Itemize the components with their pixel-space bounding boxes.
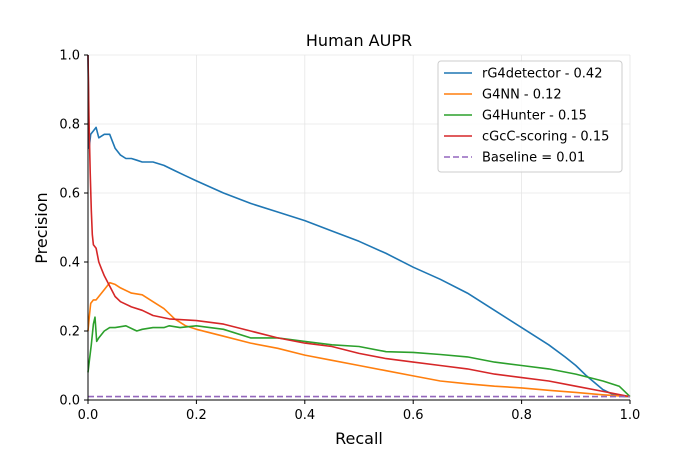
x-tick-label: 0.6 xyxy=(403,408,424,423)
x-axis-label: Recall xyxy=(335,429,383,448)
x-tick-label: 1.0 xyxy=(620,408,641,423)
series-line-0 xyxy=(87,54,630,398)
series-line-3 xyxy=(87,54,631,398)
legend-label-4: Baseline = 0.01 xyxy=(482,151,585,166)
series-lines xyxy=(87,54,631,398)
tick-labels: 0.0 0.2 0.4 0.6 0.8 1.0 0.0 0.2 0.4 0.6 0.8 1.0 xyxy=(59,49,640,424)
series-line-2 xyxy=(87,316,631,398)
y-tick-label: 0.2 xyxy=(59,325,80,340)
chart-title: Human AUPR xyxy=(306,31,412,50)
y-axis-label: Precision xyxy=(32,192,51,263)
legend-box xyxy=(437,60,623,173)
legend-label-2: G4Hunter - 0.15 xyxy=(482,109,587,124)
x-tick-label: 0.8 xyxy=(511,408,532,423)
series-line-1 xyxy=(87,281,631,398)
axes xyxy=(84,54,631,404)
legend-label-0: rG4detector - 0.42 xyxy=(482,67,602,82)
legend-label-1: G4NN - 0.12 xyxy=(482,88,562,103)
x-tick-label: 0.4 xyxy=(294,408,315,423)
y-tick-label: 0.6 xyxy=(59,187,80,202)
y-tick-label: 1.0 xyxy=(59,49,80,64)
legend-label-3: cGcC-scoring - 0.15 xyxy=(482,130,609,145)
y-tick-label: 0.8 xyxy=(59,118,80,133)
y-tick-label: 0.4 xyxy=(59,256,80,271)
legend: rG4detector - 0.42 G4NN - 0.12 G4Hunter - … xyxy=(437,60,623,173)
y-tick-label: 0.0 xyxy=(59,394,80,409)
x-tick-label: 0.0 xyxy=(78,408,99,423)
x-tick-label: 0.2 xyxy=(186,408,207,423)
